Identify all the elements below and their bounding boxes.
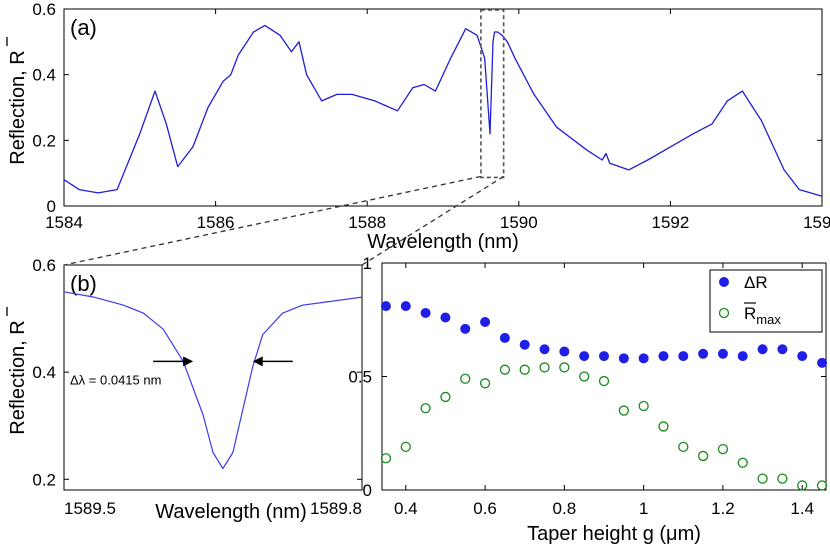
x-axis-label: Wavelength (nm): [367, 231, 519, 253]
x-tick-label: 1588: [348, 213, 386, 232]
panel-a: 1584 1586 1588 1590 1592 1594 0 0.2 0.4 0.6 Wavele…: [6, 0, 830, 253]
x-tick-label: 1.4: [790, 499, 814, 518]
x-tick-label: 0.6: [473, 499, 497, 518]
data-point-rmax: [499, 364, 511, 375]
data-point-delta-r: [420, 307, 431, 318]
y-tick-label: 0.6: [32, 0, 56, 19]
y-tick-label: 0.4: [32, 66, 56, 85]
data-point-rmax: [380, 453, 392, 464]
data-point-delta-r: [737, 351, 748, 362]
data-point-delta-r: [380, 301, 391, 312]
data-point-delta-r: [797, 351, 808, 362]
arrow-right-head: [252, 356, 263, 367]
x-tick-label: 1589.5: [64, 499, 116, 518]
legend-marker-rmax: [718, 307, 730, 319]
x-tick-label: 1584: [45, 213, 83, 232]
legend-label-rmax-sub: max: [756, 312, 781, 327]
data-point-delta-r: [579, 351, 590, 362]
data-point-delta-r: [480, 317, 491, 328]
data-point-rmax: [519, 364, 530, 375]
x-axis-label: Wavelength (nm): [155, 501, 307, 523]
data-point-rmax: [816, 480, 828, 491]
data-point-rmax: [400, 441, 411, 453]
zoom-connector-right: [361, 175, 504, 266]
y-tick-label: 0.2: [32, 470, 56, 489]
x-tick-label: 1586: [197, 213, 235, 232]
x-tick-label: 1590: [500, 213, 538, 232]
x-tick-label: 1594: [803, 213, 830, 232]
x-tick-label: 0.4: [394, 499, 418, 518]
data-point-rmax: [618, 405, 629, 416]
panel-label: (b): [70, 271, 97, 296]
y-tick-label: 0: [363, 481, 372, 500]
data-point-delta-r: [638, 353, 649, 364]
x-tick-label: 1.2: [711, 499, 735, 518]
y-axis-label: Reflection, R: [7, 50, 29, 165]
data-point-delta-r: [519, 339, 530, 350]
legend-label-delta-r: ΔR: [744, 273, 768, 292]
data-point-delta-r: [678, 351, 689, 362]
x-tick-label: 1589.8: [310, 499, 362, 518]
x-tick-label: 1592: [651, 213, 689, 232]
x-tick-label: 0.8: [553, 499, 577, 518]
panel-c: 0.4 0.6 0.8 1 1.2 1.4 0 0.5 1 Taper height g (μm)…: [348, 254, 828, 545]
zoom-indicator: [63, 175, 504, 266]
data-point-delta-r: [559, 346, 570, 357]
data-point-rmax: [777, 473, 788, 484]
plot-frame: [63, 264, 363, 491]
data-point-delta-r: [618, 353, 629, 364]
data-point-delta-r: [400, 301, 411, 312]
y-tick-label: 0: [47, 197, 56, 216]
series-line-zoom: [63, 291, 363, 470]
x-tick-label: 1: [639, 499, 648, 518]
data-point-delta-r: [757, 344, 768, 355]
data-point-delta-r: [777, 344, 788, 355]
data-point-rmax: [697, 450, 709, 462]
linewidth-annotation: Δλ = 0.0415 nm: [70, 372, 161, 387]
series-line-reflection: [63, 24, 823, 197]
data-point-rmax: [737, 457, 748, 468]
data-point-delta-r: [440, 312, 451, 323]
data-point-rmax: [559, 362, 570, 373]
y-tick-label: 0.5: [348, 368, 372, 387]
data-point-rmax: [539, 362, 550, 373]
panel-label: (a): [70, 15, 97, 40]
data-point-rmax: [658, 421, 669, 432]
y-tick-label: 0.4: [32, 363, 56, 382]
data-point-rmax: [757, 473, 768, 484]
data-point-rmax: [460, 373, 471, 384]
data-point-rmax: [638, 400, 649, 412]
panel-b: 1589.5 1589.8 0.2 0.4 0.6 Wavelength (nm) Refl…: [6, 256, 363, 523]
data-point-delta-r: [539, 344, 550, 355]
legend-marker-delta-r: [719, 277, 729, 287]
data-point-delta-r: [658, 351, 669, 362]
x-axis-label: Taper height g (μm): [527, 523, 701, 545]
data-point-delta-r: [717, 348, 728, 359]
data-point-rmax: [579, 371, 590, 382]
data-point-rmax: [479, 378, 491, 389]
y-tick-label: 1: [363, 254, 372, 273]
data-point-delta-r: [499, 332, 510, 343]
data-point-delta-r: [460, 323, 471, 334]
data-point-rmax: [440, 391, 451, 403]
data-point-rmax: [678, 441, 689, 453]
data-point-delta-r: [698, 348, 709, 359]
data-point-rmax: [420, 403, 431, 414]
zoom-connector-left: [63, 175, 482, 266]
data-point-delta-r: [599, 351, 609, 362]
plot-frame: [63, 8, 823, 207]
zoom-box: [480, 9, 505, 179]
y-axis-label: Reflection, R: [7, 320, 29, 435]
data-point-delta-r: [817, 357, 828, 368]
data-point-rmax: [717, 443, 729, 455]
y-tick-label: 0.6: [32, 256, 56, 275]
data-point-rmax: [598, 375, 610, 387]
data-point-rmax: [797, 480, 808, 491]
y-tick-label: 0.2: [32, 131, 56, 150]
arrow-left-head: [183, 356, 194, 367]
